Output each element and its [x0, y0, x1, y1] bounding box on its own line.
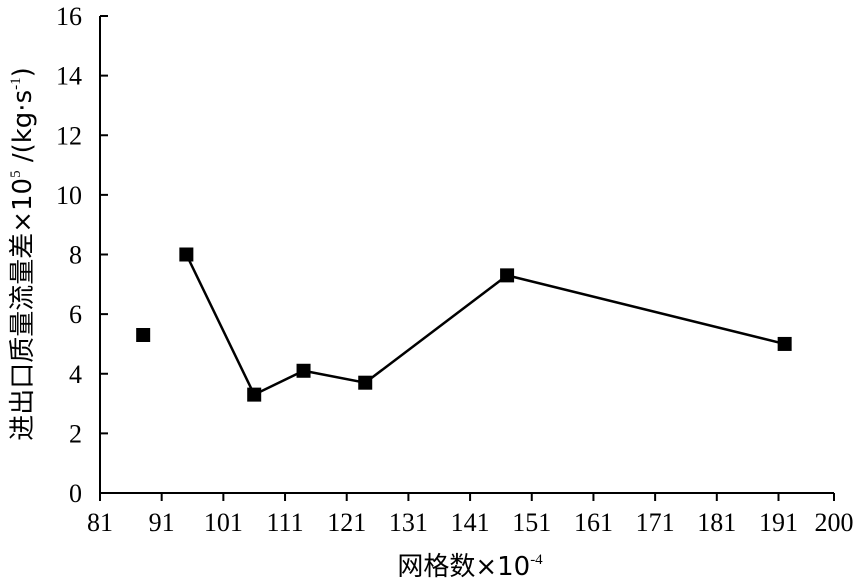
- series-lines: [185, 253, 785, 396]
- x-tick-label: 161: [574, 508, 613, 537]
- x-tick-label: 141: [451, 508, 490, 537]
- data-point-marker: [500, 268, 515, 283]
- x-tick-label: 91: [149, 508, 175, 537]
- y-tick-label: 4: [69, 360, 82, 389]
- series-line-segment: [506, 274, 785, 346]
- data-point-marker: [777, 336, 792, 351]
- data-point-marker: [136, 327, 151, 342]
- y-tick-label: 16: [56, 2, 82, 31]
- x-tick-label: 111: [267, 508, 304, 537]
- x-tick-label: 101: [204, 508, 243, 537]
- x-tick-label: 171: [636, 508, 675, 537]
- x-axis-label: 网格数×10-4: [397, 552, 543, 582]
- series-line-segment: [303, 369, 366, 384]
- x-tick-label: 151: [512, 508, 551, 537]
- x-tick-label: 131: [389, 508, 428, 537]
- series-line-segment: [253, 369, 305, 396]
- series-line-segment: [185, 253, 256, 396]
- x-tick-label: 191: [759, 508, 798, 537]
- x-tick-label: 121: [327, 508, 366, 537]
- y-tick-label: 8: [69, 241, 82, 270]
- series-markers: [136, 247, 792, 402]
- y-tick-label: 2: [69, 419, 82, 448]
- series-line-segment: [364, 274, 508, 384]
- y-tick-label: 0: [69, 479, 82, 508]
- axes: [99, 15, 835, 501]
- y-tick-label: 14: [56, 62, 82, 91]
- data-point-marker: [247, 387, 262, 402]
- y-tick-label: 10: [56, 181, 82, 210]
- tick-labels: 0 2 4 6 8 10 12 14 16 81 91 101 111 121 131 141 151 161 17…: [56, 2, 854, 537]
- x-tick-label: 200: [815, 508, 854, 537]
- y-axis-label: 进出口质量流量差×105 /(kg·s-1): [8, 67, 38, 441]
- data-point-marker: [296, 363, 311, 378]
- data-point-marker: [358, 375, 373, 390]
- y-tick-label: 6: [69, 300, 82, 329]
- y-tick-label: 12: [56, 121, 82, 150]
- data-point-marker: [179, 247, 194, 262]
- x-tick-label: 181: [697, 508, 736, 537]
- x-tick-label: 81: [87, 508, 113, 537]
